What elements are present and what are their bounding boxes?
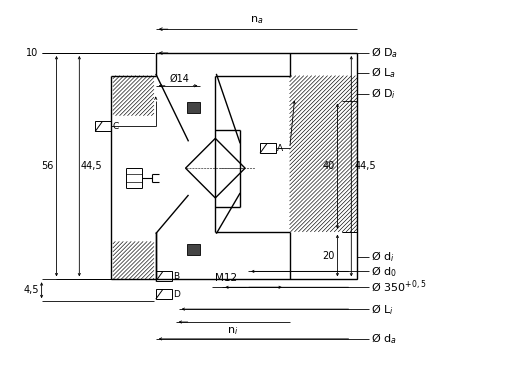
Text: Ø D$_a$: Ø D$_a$ [371,46,399,60]
Text: 44,5: 44,5 [354,161,376,171]
Text: M12: M12 [215,273,237,283]
Text: 44,5: 44,5 [80,161,102,171]
Text: 10: 10 [26,48,39,58]
Text: D: D [173,290,179,299]
Text: 56: 56 [41,161,54,171]
Bar [187,102,201,113]
Text: B: B [173,272,179,281]
Text: Ø 350$^{+0,5}$: Ø 350$^{+0,5}$ [371,279,427,295]
Bar [156,289,172,299]
Text: 4,5: 4,5 [23,285,39,295]
Text: Ø L$_i$: Ø L$_i$ [371,302,394,316]
Text: Ø D$_i$: Ø D$_i$ [371,86,396,101]
Text: A: A [277,144,283,153]
Bar [260,143,276,153]
Text: Ø d$_0$: Ø d$_0$ [371,264,397,279]
Text: Ø d$_a$: Ø d$_a$ [371,332,397,346]
Text: Ø L$_a$: Ø L$_a$ [371,65,396,80]
Text: 20: 20 [322,251,334,260]
Text: 40: 40 [322,161,334,171]
Bar [156,271,172,281]
Text: Ø14: Ø14 [170,74,190,84]
Text: n$_a$: n$_a$ [250,14,263,26]
Bar [95,121,111,132]
Text: C: C [112,122,118,131]
Text: Ø d$_i$: Ø d$_i$ [371,249,395,264]
Text: n$_i$: n$_i$ [227,325,238,337]
Bar [187,243,201,254]
